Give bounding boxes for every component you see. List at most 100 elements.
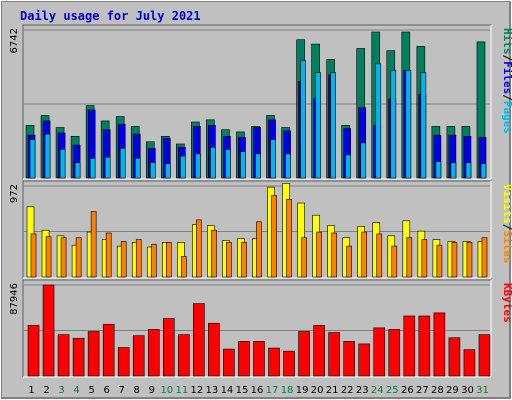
legend-separator: /	[501, 55, 512, 62]
bar-pages-day-19	[300, 60, 306, 179]
x-tick-label-day-7: 7	[119, 385, 125, 396]
x-tick-label-day-28: 28	[431, 385, 444, 396]
bar-pages-day-17	[270, 139, 276, 179]
bar-kbytes-day-23	[358, 343, 371, 377]
bar-sites-day-29	[451, 242, 458, 278]
legend-item: Pages	[501, 101, 512, 134]
bar-kbytes-day-29	[448, 337, 461, 377]
max-value-label-kbytes: 87946	[9, 283, 20, 315]
legend-item: Files	[501, 61, 512, 94]
bar-sites-day-18	[286, 198, 292, 278]
bar-kbytes-day-21	[328, 332, 340, 377]
max-value-label-hits_files_pages: 6742	[9, 28, 20, 53]
bar-kbytes-day-8	[132, 335, 145, 377]
bar-pages-day-15	[240, 151, 246, 179]
bar-kbytes-day-26	[403, 315, 416, 377]
x-tick-label-day-26: 26	[401, 385, 414, 396]
bar-pages-day-9	[149, 162, 156, 179]
bar-kbytes-day-18	[283, 350, 295, 377]
bar-kbytes-day-3	[57, 334, 70, 377]
bar-kbytes-day-27	[418, 315, 431, 377]
x-tick-label-day-3: 3	[58, 385, 64, 396]
bar-pages-day-27	[420, 72, 427, 179]
x-tick-label-day-30: 30	[461, 385, 474, 396]
bar-kbytes-day-19	[298, 331, 310, 377]
x-tick-label-day-23: 23	[356, 385, 369, 396]
x-tick-label-day-1: 1	[28, 385, 34, 396]
x-tick-label-day-5: 5	[88, 385, 94, 396]
bar-pages-day-5	[89, 157, 96, 179]
bar-sites-day-25	[391, 245, 398, 278]
bar-pages-day-22	[345, 154, 352, 179]
bar-kbytes-day-4	[72, 337, 85, 377]
bar-sites-day-11	[181, 256, 187, 278]
bar-kbytes-day-1	[27, 324, 40, 377]
chart-title: Daily usage for July 2021	[20, 9, 201, 23]
bar-pages-day-4	[74, 162, 81, 179]
bar-pages-day-13	[210, 146, 216, 179]
bar-sites-day-9	[150, 243, 157, 278]
bar-sites-day-13	[211, 229, 217, 278]
bar-sites-day-21	[331, 232, 337, 278]
bar-pages-day-24	[375, 63, 382, 179]
bar-pages-day-8	[134, 157, 141, 179]
bar-kbytes-day-12	[193, 303, 205, 377]
bar-kbytes-day-2	[42, 284, 55, 377]
legend-visits_sites: Visits/Sites	[501, 184, 512, 264]
bar-sites-day-15	[241, 242, 247, 278]
x-tick-label-day-16: 16	[251, 385, 264, 396]
bar-kbytes-day-30	[463, 349, 476, 377]
bar-sites-day-31	[481, 237, 488, 278]
bar-kbytes-day-14	[223, 348, 235, 377]
legend-item: Sites	[501, 230, 512, 263]
bar-kbytes-day-10	[162, 318, 175, 377]
x-tick-label-day-10: 10	[160, 385, 173, 396]
bar-pages-day-31	[480, 163, 487, 179]
bar-sites-day-27	[421, 239, 428, 278]
bar-sites-day-19	[301, 237, 307, 278]
x-tick-label-day-4: 4	[73, 385, 79, 396]
bar-sites-day-26	[406, 237, 413, 278]
panel-kbytes: 87946 KBytes	[9, 279, 512, 378]
bar-kbytes-day-20	[313, 324, 325, 377]
legend-hits_files_pages: Hits/Files/Pages	[501, 28, 512, 134]
bar-sites-day-22	[346, 245, 353, 278]
x-tick-label-day-27: 27	[416, 385, 429, 396]
legend-item: Visits	[501, 184, 512, 224]
bar-sites-day-8	[135, 239, 142, 278]
bar-pages-day-28	[435, 161, 442, 179]
bar-pages-day-20	[315, 72, 321, 179]
bar-sites-day-30	[466, 242, 473, 278]
legend-item: KBytes	[501, 283, 512, 323]
bar-pages-day-25	[390, 70, 397, 179]
bar-pages-day-12	[195, 153, 201, 179]
legend-item: Hits	[501, 28, 512, 55]
panels: 6742Hits/Files/Pages972Visits/Sites87946…	[9, 24, 512, 378]
x-tick-label-day-21: 21	[326, 385, 339, 396]
max-value-label-visits_sites: 972	[9, 184, 20, 203]
bar-pages-day-6	[104, 156, 111, 179]
bar-kbytes-day-7	[117, 347, 130, 377]
bar-pages-day-26	[405, 70, 412, 179]
x-tick-label-day-19: 19	[296, 385, 309, 396]
x-tick-label-day-20: 20	[311, 385, 324, 396]
x-tick-label-day-14: 14	[221, 385, 234, 396]
bar-kbytes-day-15	[238, 341, 250, 377]
bar-pages-day-16	[255, 153, 261, 179]
bar-pages-day-29	[450, 162, 457, 179]
bar-pages-day-18	[285, 153, 291, 179]
bar-pages-day-14	[225, 149, 231, 179]
bar-sites-day-2	[45, 236, 52, 278]
x-tick-label-day-18: 18	[281, 385, 294, 396]
bar-kbytes-day-5	[87, 331, 100, 377]
bar-kbytes-day-25	[388, 329, 401, 377]
bar-pages-day-30	[465, 162, 472, 179]
bar-kbytes-day-28	[433, 312, 446, 377]
bar-pages-day-3	[59, 149, 66, 179]
legend-separator: /	[501, 94, 512, 101]
bar-pages-day-23	[360, 142, 367, 179]
bar-sites-day-23	[361, 231, 368, 278]
x-tick-label-day-13: 13	[206, 385, 219, 396]
